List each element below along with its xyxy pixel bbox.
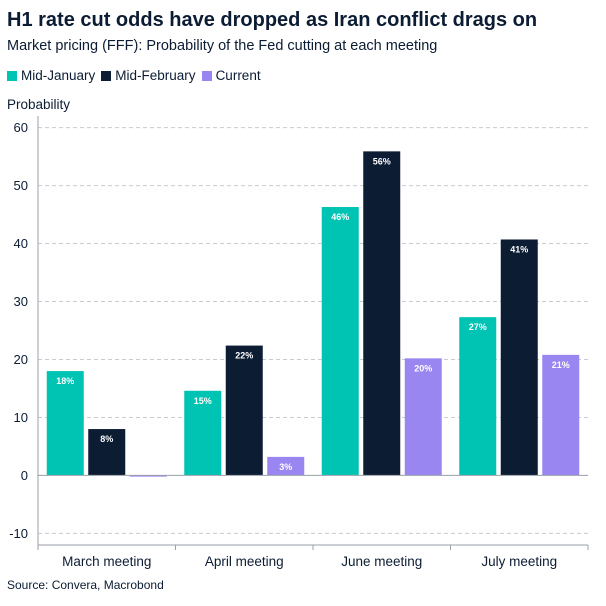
x-category-label-1: April meeting (205, 554, 284, 569)
bar-label-mid-february-1: 22% (235, 351, 253, 361)
bar-current-0 (129, 475, 167, 477)
y-tick-label-0: 0 (21, 468, 28, 483)
source-note: Source: Convera, Macrobond (7, 578, 164, 592)
y-axis-label: Probability (7, 97, 71, 112)
legend-swatch-mid-january (7, 70, 17, 81)
bar-label-mid-february-0: 8% (100, 434, 113, 444)
chart-title: H1 rate cut odds have dropped as Iran co… (7, 9, 538, 31)
bar-mid-january-3 (459, 317, 497, 476)
y-tick-label-40: 40 (14, 236, 28, 251)
legend: Mid-January Mid-February Current (7, 68, 267, 83)
y-tick-label-30: 30 (14, 294, 28, 309)
y-tick-label-60: 60 (14, 120, 28, 135)
bar-mid-february-0 (88, 429, 126, 476)
x-category-label-2: June meeting (341, 554, 422, 569)
chart-subtitle: Market pricing (FFF): Probability of the… (7, 38, 438, 54)
bar-label-mid-january-3: 27% (469, 322, 487, 332)
y-tick-label--10: -10 (9, 526, 28, 541)
bar-label-current-3: 21% (552, 360, 570, 370)
bar-label-current-2: 20% (414, 363, 432, 373)
bar-mid-january-0 (46, 371, 84, 476)
bar-mid-january-1 (184, 390, 222, 476)
x-category-label-3: July meeting (481, 554, 557, 569)
legend-swatch-mid-february (101, 70, 112, 81)
legend-label-mid-january: Mid-January (21, 68, 96, 83)
bar-mid-january-2 (321, 207, 359, 476)
bar-label-mid-february-3: 41% (510, 244, 528, 254)
bar-mid-february-3 (500, 239, 538, 476)
bar-mid-february-2 (363, 151, 401, 476)
bar-label-mid-january-1: 15% (194, 396, 212, 406)
legend-swatch-current (201, 70, 212, 81)
bar-mid-february-1 (225, 345, 263, 476)
bar-label-mid-january-0: 18% (56, 376, 74, 386)
y-tick-label-10: 10 (14, 410, 28, 425)
y-tick-label-50: 50 (14, 178, 28, 193)
legend-item-current: Current (201, 68, 261, 83)
bar-label-current-1: 3% (279, 462, 292, 472)
bar-current-2 (404, 358, 442, 476)
bar-current-1 (267, 456, 305, 476)
bar-current-3 (542, 354, 580, 476)
y-tick-label-20: 20 (14, 352, 28, 367)
legend-label-mid-february: Mid-February (115, 68, 196, 83)
legend-label-current: Current (215, 68, 261, 83)
legend-item-mid-february: Mid-February (101, 68, 196, 83)
bar-label-mid-january-2: 46% (331, 212, 349, 222)
x-category-label-0: March meeting (62, 554, 151, 569)
legend-item-mid-january: Mid-January (7, 68, 95, 83)
bar-label-mid-february-2: 56% (373, 156, 391, 166)
